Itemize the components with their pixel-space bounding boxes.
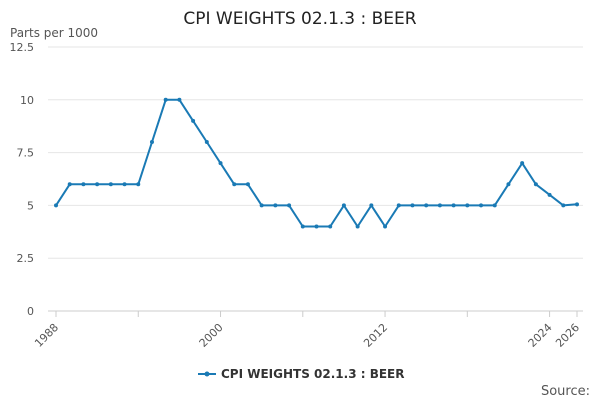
data-point[interactable] [492,203,497,208]
data-point[interactable] [177,97,182,102]
data-point[interactable] [259,203,264,208]
source-label: Source: [541,384,590,399]
data-point[interactable] [191,118,196,123]
data-point[interactable] [67,182,72,187]
data-point[interactable] [136,182,141,187]
y-tick-label: 12.5 [10,41,35,54]
data-point[interactable] [54,203,58,208]
data-point[interactable] [300,224,305,229]
data-point[interactable] [204,140,209,145]
data-point[interactable] [506,182,511,187]
data-point[interactable] [163,97,168,102]
chart-title: CPI WEIGHTS 02.1.3 : BEER [183,9,416,29]
y-tick-label: 7.5 [17,147,35,160]
data-point[interactable] [273,203,278,208]
legend-point-marker [204,371,210,377]
data-point[interactable] [314,224,319,229]
data-point[interactable] [245,182,250,187]
y-tick-label: 2.5 [17,252,35,265]
data-point[interactable] [355,224,360,229]
data-point[interactable] [328,224,333,229]
data-point[interactable] [533,182,538,187]
data-point[interactable] [424,203,429,208]
data-point[interactable] [108,182,113,187]
data-point[interactable] [218,161,223,166]
x-tick-label: 2000 [197,321,226,350]
data-point[interactable] [451,203,456,208]
legend-label: CPI WEIGHTS 02.1.3 : BEER [221,367,405,381]
legend[interactable]: CPI WEIGHTS 02.1.3 : BEER [198,367,405,381]
y-tick-label: 10 [20,94,34,107]
data-point[interactable] [95,182,100,187]
data-point[interactable] [520,161,525,166]
x-tick-label: 2026 [553,321,582,350]
data-point[interactable] [561,203,566,208]
series-layer [54,97,579,229]
data-point[interactable] [341,203,346,208]
data-point[interactable] [575,202,579,207]
x-tick-label: 1988 [32,321,61,350]
x-tick-label: 2012 [361,321,390,350]
data-point[interactable] [465,203,470,208]
data-point[interactable] [81,182,86,187]
data-point[interactable] [383,224,388,229]
data-point[interactable] [369,203,374,208]
data-point[interactable] [479,203,484,208]
data-point[interactable] [410,203,415,208]
y-axis-ticks: 0 2.5 5 7.5 10 12.5 [10,41,35,318]
data-point[interactable] [437,203,442,208]
y-tick-label: 5 [27,199,34,212]
data-point[interactable] [287,203,292,208]
y-axis-label: Parts per 1000 [10,26,98,40]
y-tick-label: 0 [27,305,34,318]
data-point[interactable] [149,140,154,145]
series-line [55,98,578,228]
data-point[interactable] [396,203,401,208]
data-point[interactable] [232,182,237,187]
data-point[interactable] [122,182,127,187]
data-point[interactable] [547,192,552,197]
x-tick-label: 2024 [526,321,555,350]
